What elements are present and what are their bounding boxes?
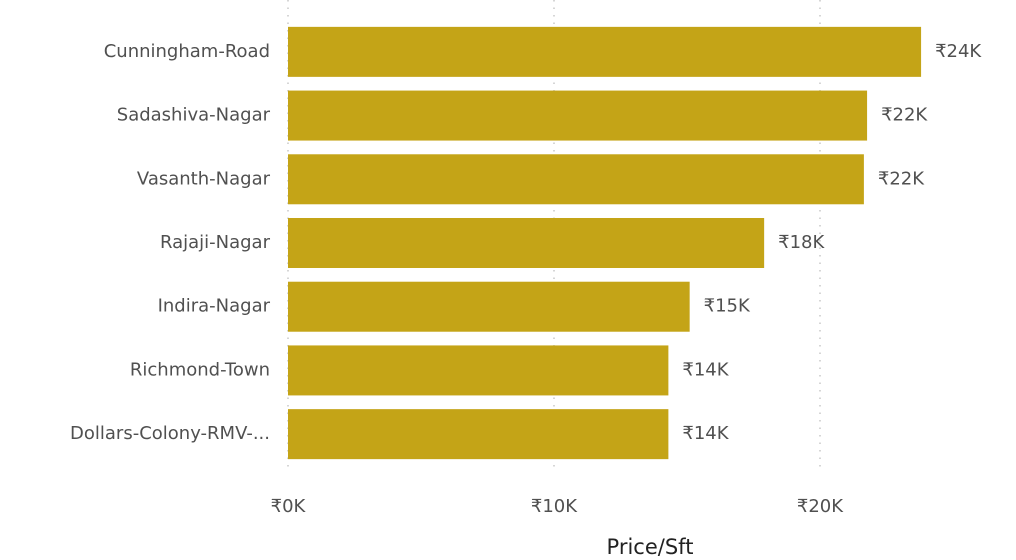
x-axis-title: Price/Sft xyxy=(607,535,694,559)
data-label: ₹22K xyxy=(881,105,928,126)
data-label: ₹14K xyxy=(682,423,729,444)
bar xyxy=(288,218,765,268)
bar xyxy=(288,345,669,396)
y-tick-label: Rajaji-Nagar xyxy=(160,232,271,253)
bar xyxy=(288,90,868,141)
x-tick-label: ₹20K xyxy=(797,496,844,517)
bar xyxy=(288,281,690,332)
bar xyxy=(288,26,922,77)
data-label: ₹15K xyxy=(704,296,751,317)
y-tick-label: Indira-Nagar xyxy=(158,296,271,317)
y-tick-label: Vasanth-Nagar xyxy=(137,168,271,189)
y-tick-label: Sadashiva-Nagar xyxy=(117,105,271,126)
x-tick-label: ₹0K xyxy=(271,496,307,517)
y-tick-label: Cunningham-Road xyxy=(104,41,270,62)
y-tick-label: Richmond-Town xyxy=(130,359,270,380)
data-label: ₹24K xyxy=(935,41,982,62)
y-tick-label: Dollars-Colony-RMV-... xyxy=(70,423,270,444)
bar xyxy=(288,154,864,205)
bar xyxy=(288,409,669,460)
data-label: ₹18K xyxy=(778,232,825,253)
data-label: ₹22K xyxy=(878,168,925,189)
x-tick-label: ₹10K xyxy=(531,496,578,517)
data-label: ₹14K xyxy=(682,359,729,380)
